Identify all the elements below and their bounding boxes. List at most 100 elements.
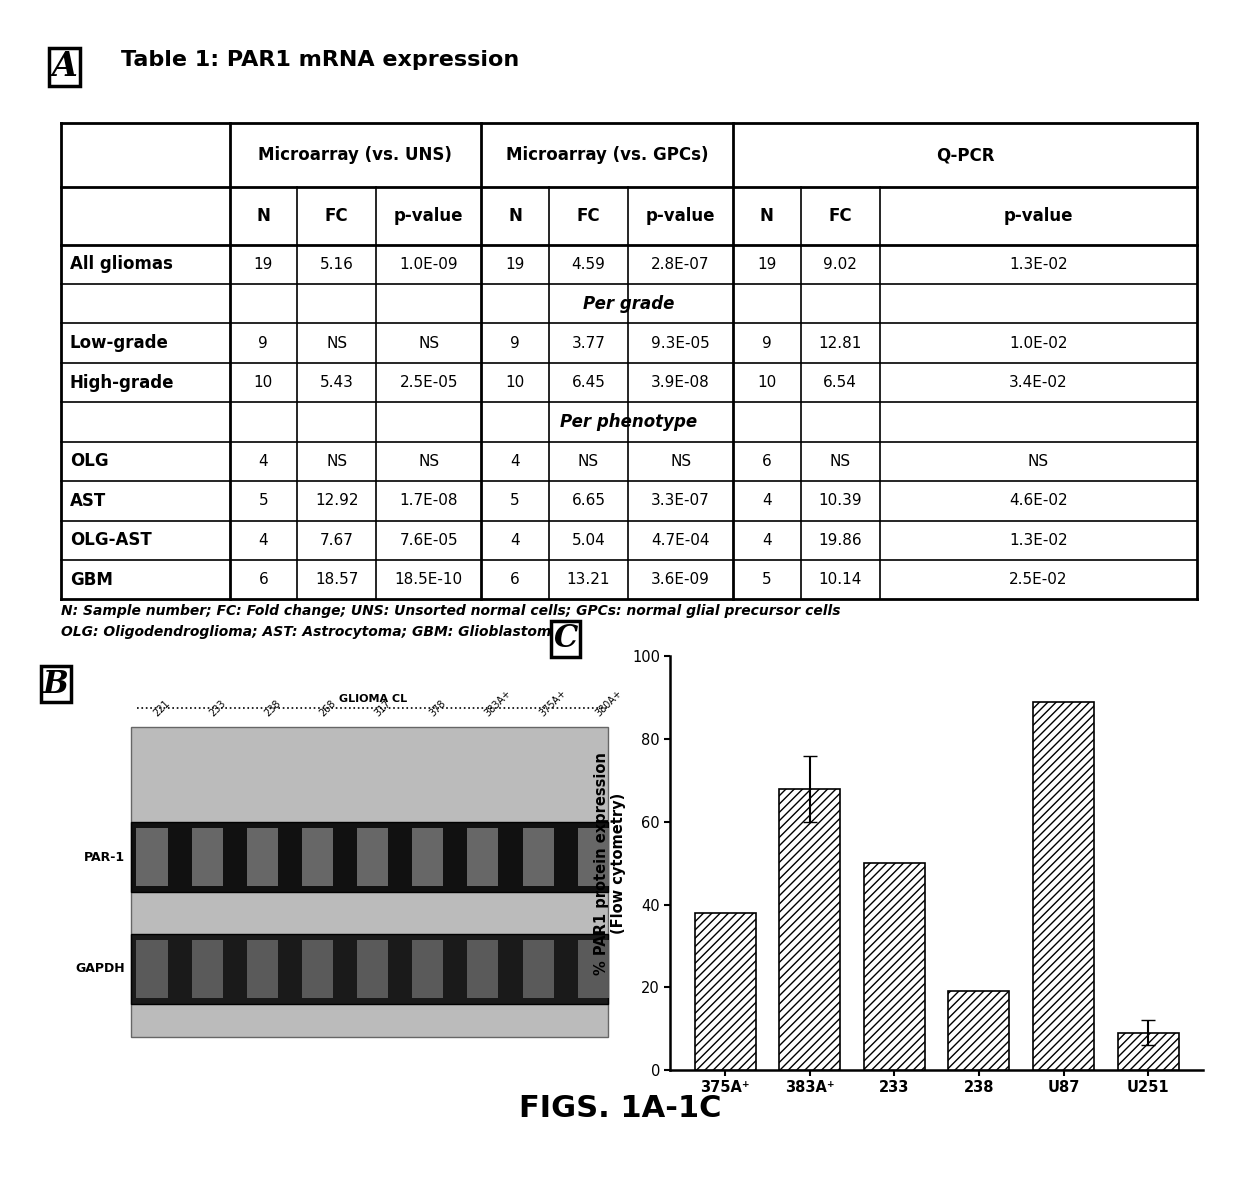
Text: OLG: OLG — [69, 452, 108, 471]
Text: 12.81: 12.81 — [818, 335, 862, 351]
Text: 5: 5 — [763, 572, 771, 587]
Text: 3.3E-07: 3.3E-07 — [651, 493, 711, 508]
Text: 4.59: 4.59 — [572, 257, 605, 272]
Text: Microarray (vs. UNS): Microarray (vs. UNS) — [258, 146, 453, 164]
Text: 378: 378 — [428, 698, 448, 718]
Text: 6.45: 6.45 — [572, 375, 605, 390]
Text: 6: 6 — [763, 454, 771, 468]
Bar — [779, 789, 841, 1070]
Text: NS: NS — [1028, 454, 1049, 468]
Text: NS: NS — [326, 335, 347, 351]
Text: 1.0E-09: 1.0E-09 — [399, 257, 458, 272]
Text: 4: 4 — [258, 454, 268, 468]
Text: 10.39: 10.39 — [818, 493, 862, 508]
Text: 19.86: 19.86 — [818, 533, 862, 547]
Text: PAR-1: PAR-1 — [84, 851, 125, 864]
Text: NS: NS — [830, 454, 851, 468]
Text: 18.5E-10: 18.5E-10 — [394, 572, 463, 587]
Text: Low-grade: Low-grade — [69, 334, 169, 352]
Text: 6.65: 6.65 — [572, 493, 605, 508]
Text: 4: 4 — [258, 533, 268, 547]
Text: 3.6E-09: 3.6E-09 — [651, 572, 711, 587]
Text: N: N — [760, 207, 774, 225]
Text: 4.6E-02: 4.6E-02 — [1009, 493, 1068, 508]
Bar — [949, 991, 1009, 1070]
Text: FC: FC — [577, 207, 600, 225]
Bar — [467, 939, 498, 998]
Text: 383A+: 383A+ — [482, 687, 513, 718]
Text: 1.7E-08: 1.7E-08 — [399, 493, 458, 508]
Text: Q-PCR: Q-PCR — [936, 146, 994, 164]
Text: Microarray (vs. GPCs): Microarray (vs. GPCs) — [506, 146, 708, 164]
Text: 10: 10 — [758, 375, 776, 390]
Text: 10: 10 — [506, 375, 525, 390]
Text: p-value: p-value — [1003, 207, 1073, 225]
Text: GLIOMA CL: GLIOMA CL — [339, 694, 407, 704]
Text: Per grade: Per grade — [583, 294, 675, 313]
Text: C: C — [553, 624, 578, 654]
Text: 380A+: 380A+ — [593, 687, 624, 718]
Text: 317: 317 — [372, 698, 393, 718]
Text: N: Sample number; FC: Fold change; UNS: Unsorted normal cells; GPCs: normal glia: N: Sample number; FC: Fold change; UNS: … — [61, 604, 839, 618]
Text: GBM: GBM — [69, 571, 113, 588]
Text: 1.3E-02: 1.3E-02 — [1009, 533, 1068, 547]
Text: 19: 19 — [506, 257, 525, 272]
Text: NS: NS — [326, 454, 347, 468]
Text: p-value: p-value — [394, 207, 464, 225]
Bar — [136, 829, 167, 886]
Bar — [131, 822, 608, 892]
Bar — [412, 829, 444, 886]
Text: 2.5E-02: 2.5E-02 — [1009, 572, 1068, 587]
Bar — [131, 726, 608, 1037]
Text: FC: FC — [828, 207, 852, 225]
Bar — [522, 829, 553, 886]
Text: 10.14: 10.14 — [818, 572, 862, 587]
Text: 9: 9 — [763, 335, 771, 351]
Text: NS: NS — [418, 454, 439, 468]
Text: 5.16: 5.16 — [320, 257, 353, 272]
Text: 221: 221 — [153, 698, 172, 718]
Text: 3.77: 3.77 — [572, 335, 605, 351]
Bar — [1117, 1032, 1178, 1070]
Text: A: A — [51, 51, 77, 84]
Text: NS: NS — [670, 454, 691, 468]
Text: OLG: Oligodendroglioma; AST: Astrocytoma; GBM: Glioblastoma: OLG: Oligodendroglioma; AST: Astrocytoma… — [61, 625, 560, 639]
Text: 6: 6 — [510, 572, 520, 587]
Text: 2.8E-07: 2.8E-07 — [651, 257, 709, 272]
Text: 6.54: 6.54 — [823, 375, 857, 390]
Text: 18.57: 18.57 — [315, 572, 358, 587]
Text: B: B — [43, 669, 69, 700]
Text: 19: 19 — [758, 257, 776, 272]
Bar — [247, 939, 278, 998]
Text: 10: 10 — [254, 375, 273, 390]
Text: N: N — [257, 207, 270, 225]
Text: OLG-AST: OLG-AST — [69, 531, 151, 550]
Bar — [136, 939, 167, 998]
Text: 238: 238 — [263, 698, 283, 718]
Bar — [864, 863, 925, 1070]
Text: 4: 4 — [763, 493, 771, 508]
Text: FC: FC — [325, 207, 348, 225]
Bar — [301, 939, 334, 998]
Text: 3.9E-08: 3.9E-08 — [651, 375, 711, 390]
Text: GAPDH: GAPDH — [76, 962, 125, 976]
Text: 9: 9 — [510, 335, 520, 351]
Text: 5.43: 5.43 — [320, 375, 353, 390]
Text: Per phenotype: Per phenotype — [560, 413, 697, 431]
Text: 375A+: 375A+ — [538, 687, 569, 718]
Text: 4: 4 — [763, 533, 771, 547]
Text: Table 1: PAR1 mRNA expression: Table 1: PAR1 mRNA expression — [122, 51, 520, 71]
Bar — [412, 939, 444, 998]
Text: 9.3E-05: 9.3E-05 — [651, 335, 711, 351]
Text: 268: 268 — [317, 698, 337, 718]
Text: 13.21: 13.21 — [567, 572, 610, 587]
Y-axis label: % PAR1 protein expression
(Flow cytometry): % PAR1 protein expression (Flow cytometr… — [594, 752, 626, 975]
Bar — [191, 829, 223, 886]
Text: 4: 4 — [511, 533, 520, 547]
Text: 4.7E-04: 4.7E-04 — [651, 533, 709, 547]
Text: 2.5E-05: 2.5E-05 — [399, 375, 458, 390]
Bar — [467, 829, 498, 886]
Bar — [694, 913, 755, 1070]
Text: 7.6E-05: 7.6E-05 — [399, 533, 458, 547]
Text: All gliomas: All gliomas — [69, 255, 172, 273]
